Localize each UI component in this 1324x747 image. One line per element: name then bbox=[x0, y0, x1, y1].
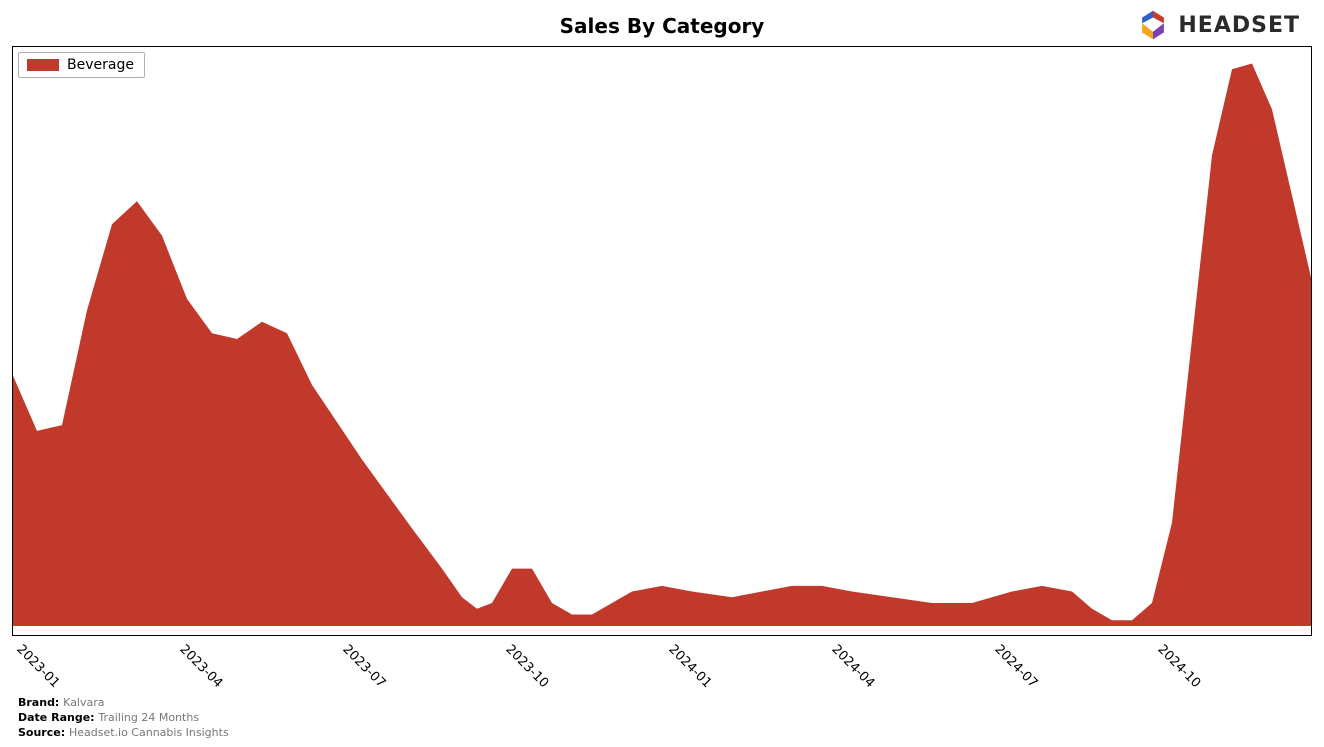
x-tick-label: 2023-07 bbox=[339, 642, 388, 691]
logo-icon bbox=[1136, 8, 1170, 42]
chart-title: Sales By Category bbox=[0, 14, 1324, 38]
legend: Beverage bbox=[18, 52, 145, 78]
x-tick-label: 2023-04 bbox=[176, 642, 225, 691]
x-tick-label: 2024-01 bbox=[665, 642, 714, 691]
footer-value: Kalvara bbox=[63, 696, 104, 709]
logo-text: HEADSET bbox=[1178, 13, 1300, 38]
x-tick-label: 2023-01 bbox=[13, 642, 62, 691]
footer-row: Source: Headset.io Cannabis Insights bbox=[18, 726, 229, 741]
footer-row: Date Range: Trailing 24 Months bbox=[18, 711, 229, 726]
chart-footer: Brand: KalvaraDate Range: Trailing 24 Mo… bbox=[18, 696, 229, 741]
x-tick-label: 2024-04 bbox=[828, 642, 877, 691]
legend-swatch bbox=[27, 59, 59, 71]
legend-label: Beverage bbox=[67, 57, 134, 73]
footer-label: Date Range: bbox=[18, 711, 98, 724]
x-tick-label: 2023-10 bbox=[502, 642, 551, 691]
plot-area bbox=[12, 46, 1312, 636]
footer-row: Brand: Kalvara bbox=[18, 696, 229, 711]
footer-label: Brand: bbox=[18, 696, 63, 709]
logo: HEADSET bbox=[1136, 8, 1300, 42]
footer-value: Headset.io Cannabis Insights bbox=[69, 726, 229, 739]
footer-label: Source: bbox=[18, 726, 69, 739]
footer-value: Trailing 24 Months bbox=[98, 711, 199, 724]
x-tick-label: 2024-10 bbox=[1154, 642, 1203, 691]
x-tick-label: 2024-07 bbox=[991, 642, 1040, 691]
chart-container: Sales By Category HEADSET Beverage 2023-… bbox=[0, 0, 1324, 747]
